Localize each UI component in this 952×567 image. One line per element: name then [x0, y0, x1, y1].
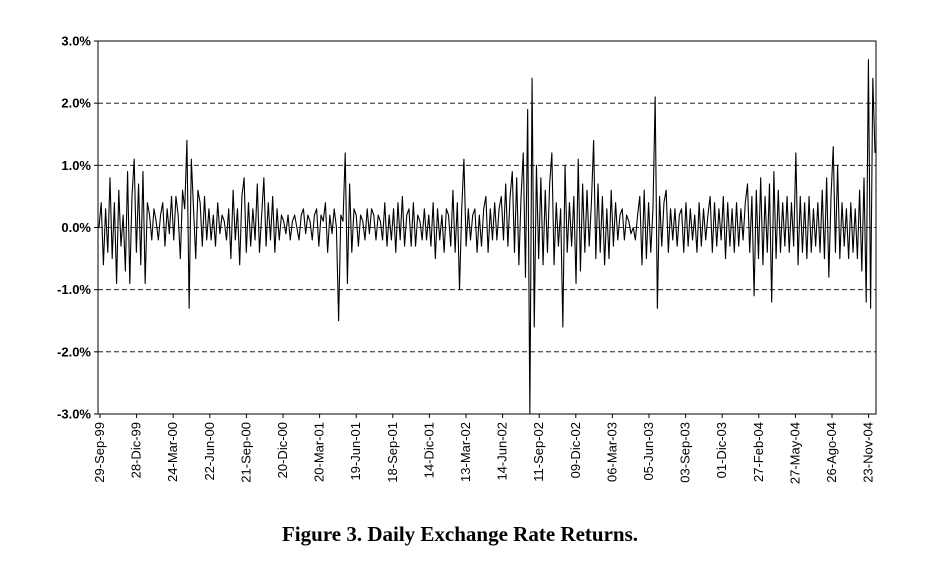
x-tick-label: 27-Feb-04: [751, 422, 766, 482]
y-tick-label: -2.0%: [57, 344, 91, 359]
x-tick-label: 22-Jun-00: [202, 422, 217, 481]
y-tick-label: 2.0%: [61, 96, 91, 111]
y-tick-label: 0.0%: [61, 220, 91, 235]
y-tick-label: -3.0%: [57, 407, 91, 422]
x-tick-label: 20-Mar-01: [312, 422, 327, 482]
x-tick-label: 06-Mar-03: [604, 422, 619, 482]
x-tick-label: 14-Jun-02: [495, 422, 510, 481]
x-tick-label: 11-Sep-02: [531, 422, 546, 482]
x-tick-label: 21-Sep-00: [238, 422, 253, 483]
x-tick-label: 19-Jun-01: [348, 422, 363, 481]
x-tick-label: 14-Dic-01: [421, 422, 436, 478]
x-tick-label: 28-Dic-99: [129, 422, 144, 478]
x-tick-label: 05-Jun-03: [641, 422, 656, 481]
y-tick-label: 3.0%: [61, 34, 91, 49]
x-tick-label: 27-May-04: [787, 422, 802, 484]
exchange-rate-returns-chart: 3.0% 2.0% 1.0% 0.0% -1.0% -2.0% -3.0% 29-Sep-9…: [57, 34, 877, 484]
x-tick-label: 20-Dic-00: [275, 422, 290, 478]
daily-returns-series-line: [98, 59, 876, 415]
y-tick-label: -1.0%: [57, 282, 91, 297]
x-tick-label: 03-Sep-03: [678, 422, 693, 483]
y-axis-tick-labels: 3.0% 2.0% 1.0% 0.0% -1.0% -2.0% -3.0%: [57, 34, 98, 422]
figure-caption: Figure 3. Daily Exchange Rate Returns.: [281, 522, 638, 546]
x-tick-label: 18-Sep-01: [385, 422, 400, 483]
x-tick-label: 01-Dic-03: [714, 422, 729, 478]
x-tick-label: 23-Nov-04: [861, 422, 876, 483]
x-tick-label: 24-Mar-00: [165, 422, 180, 482]
x-axis-tick-labels: 29-Sep-99 28-Dic-99 24-Mar-00 22-Jun-00 21-S…: [92, 414, 876, 484]
x-tick-label: 13-Mar-02: [458, 422, 473, 482]
y-tick-label: 1.0%: [61, 158, 91, 173]
x-tick-label: 26-Ago-04: [824, 422, 839, 483]
x-tick-label: 09-Dic-02: [568, 422, 583, 478]
x-tick-label: 29-Sep-99: [92, 422, 107, 483]
